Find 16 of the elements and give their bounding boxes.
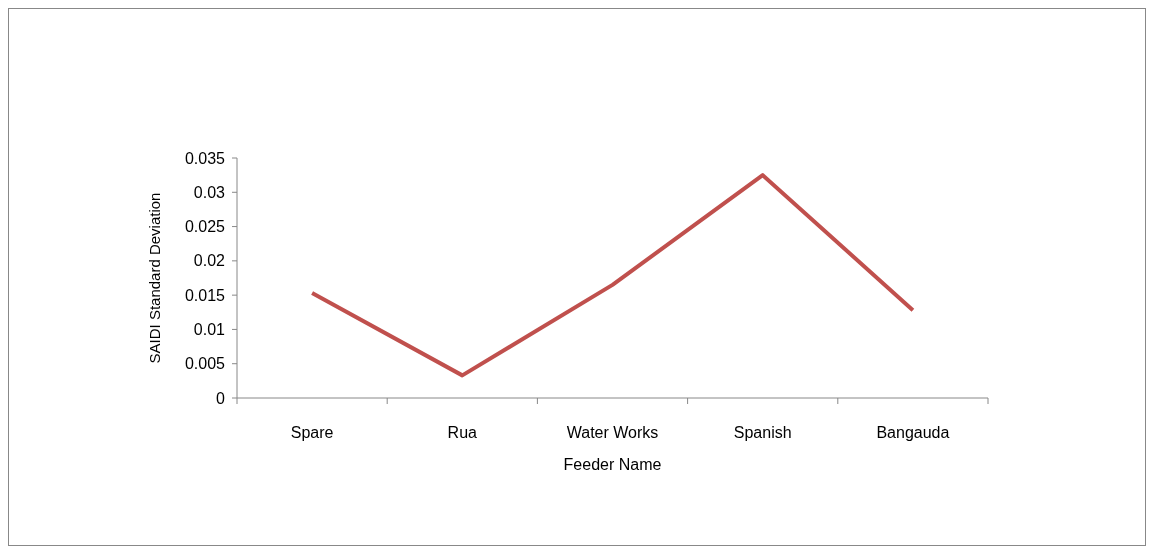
y-tick-label: 0.035 <box>184 149 226 167</box>
y-tick-label: 0 <box>216 389 226 407</box>
x-tick-label: Rua <box>447 424 478 441</box>
x-axis-title: Feeder Name <box>563 456 662 473</box>
y-axis-title: SAIDI Standard Deviation <box>146 192 163 364</box>
line-series <box>310 173 915 378</box>
y-tick-label: 0.03 <box>193 183 226 201</box>
y-tick-label: 0.005 <box>184 355 226 373</box>
y-tick-label: 0.02 <box>193 252 226 270</box>
x-tick-label: Bangauda <box>876 424 950 441</box>
y-tick-label: 0.015 <box>184 286 226 304</box>
x-tick-label: Spare <box>290 424 334 441</box>
x-tick-label: Water Works <box>566 424 659 441</box>
y-tick-label: 0.025 <box>184 218 226 236</box>
y-tick-label: 0.01 <box>193 321 226 339</box>
x-tick-label: Spanish <box>733 424 792 441</box>
